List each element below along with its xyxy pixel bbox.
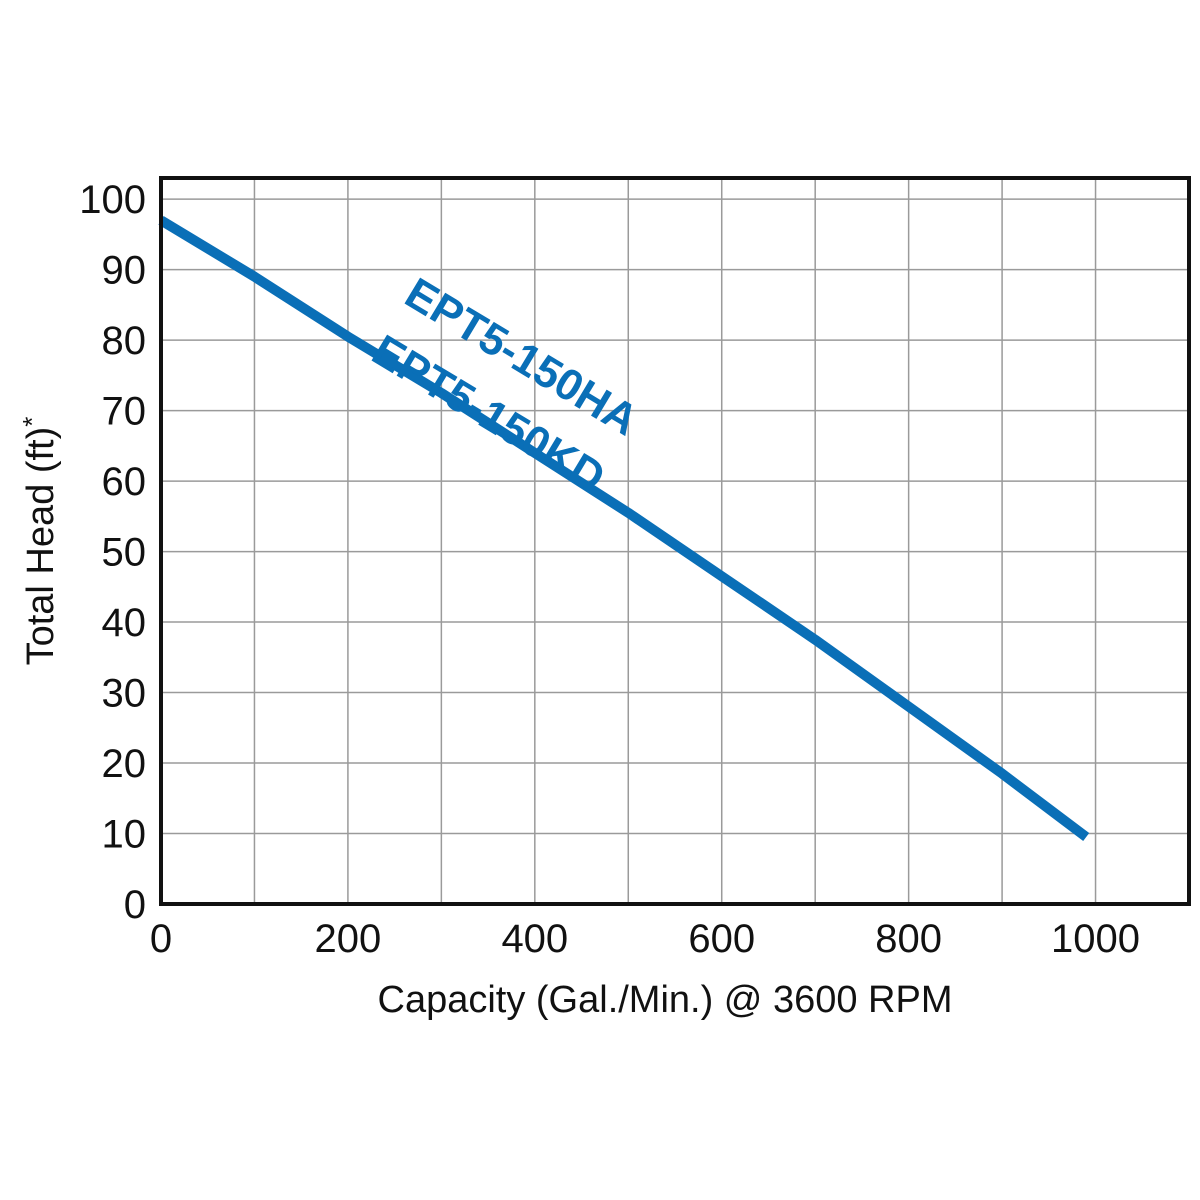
x-tick-label: 0 xyxy=(150,917,172,961)
x-tick-labels: 0 200 400 600 800 1000 xyxy=(150,917,1140,961)
x-tick-label: 600 xyxy=(688,917,755,961)
x-axis-label: Capacity (Gal./Min.) @ 3600 RPM xyxy=(378,979,953,1021)
y-tick-label: 40 xyxy=(102,601,147,645)
y-tick-label: 0 xyxy=(124,883,146,927)
y-tick-label: 30 xyxy=(102,672,147,716)
series-layer xyxy=(158,216,1090,841)
y-tick-label: 10 xyxy=(102,813,147,857)
x-tick-label: 200 xyxy=(315,917,382,961)
x-tick-label: 1000 xyxy=(1051,917,1140,961)
y-tick-label: 100 xyxy=(79,178,146,222)
y-tick-label: 50 xyxy=(102,531,147,575)
y-axis-label: Total Head (ft)* xyxy=(17,417,62,666)
y-tick-label: 60 xyxy=(102,460,147,504)
y-tick-label: 80 xyxy=(102,319,147,363)
y-tick-label: 90 xyxy=(102,249,147,293)
plot-frame xyxy=(159,176,1191,906)
grid xyxy=(161,178,1189,904)
x-tick-label: 400 xyxy=(501,917,568,961)
y-tick-label: 20 xyxy=(102,742,147,786)
y-axis-label-text: Total Head (ft) xyxy=(20,427,62,666)
series-line xyxy=(158,216,1090,841)
y-tick-label: 70 xyxy=(102,390,147,434)
y-tick-labels: 0 10 20 30 40 50 60 70 80 90 100 xyxy=(79,178,146,927)
x-tick-label: 800 xyxy=(875,917,942,961)
y-axis-label-suffix: * xyxy=(17,417,47,427)
